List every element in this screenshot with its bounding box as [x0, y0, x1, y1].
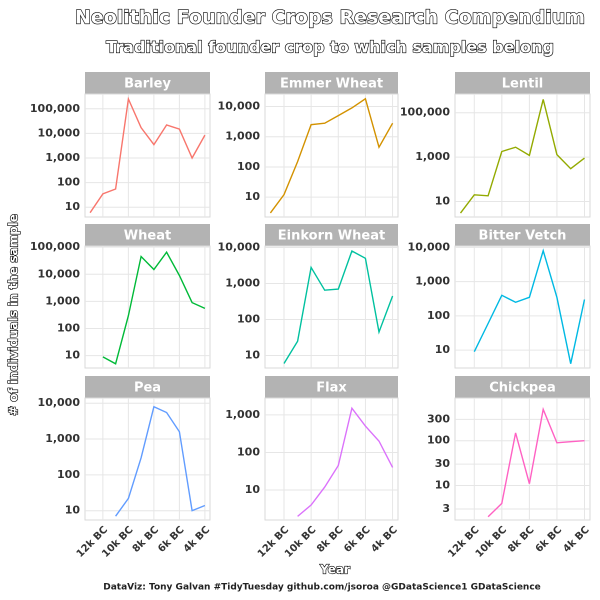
- y-tick-label: 10: [245, 483, 261, 496]
- y-tick-label: 10,000: [218, 240, 261, 253]
- y-tick-label: 1,000: [45, 432, 80, 445]
- x-tick-label: 6k BC: [342, 524, 372, 554]
- x-tick-label: 8k BC: [315, 524, 345, 554]
- strip: [85, 376, 210, 398]
- x-tick-label: 4k BC: [561, 524, 591, 554]
- line: [487, 406, 585, 518]
- facet-title: Einkorn Wheat: [278, 229, 385, 244]
- y-tick-label: 100: [237, 160, 260, 173]
- line: [459, 99, 585, 214]
- facet-title: Bitter Vetch: [479, 229, 567, 244]
- facet-title: Wheat: [124, 229, 171, 244]
- panel: [264, 93, 399, 218]
- line: [89, 96, 206, 214]
- y-tick-label: 10,000: [218, 100, 261, 113]
- y-tick-label: 100,000: [30, 102, 80, 115]
- facet-title: Pea: [134, 381, 161, 396]
- x-axis-label: Year: [319, 563, 350, 577]
- panel: [84, 245, 211, 369]
- y-tick-label: 100: [57, 322, 80, 335]
- panel: [84, 397, 211, 521]
- y-tick-label: 100: [57, 468, 80, 481]
- panel: [84, 93, 211, 218]
- panel: [454, 93, 591, 218]
- y-tick-label: 10,000: [408, 240, 451, 253]
- facet-title: Emmer Wheat: [280, 77, 383, 92]
- y-tick-label: 100: [237, 445, 260, 458]
- strip: [265, 376, 398, 398]
- y-tick-label: 100,000: [400, 106, 450, 119]
- x-tick-label: 4k BC: [369, 524, 399, 554]
- y-tick-label: 10: [245, 349, 261, 362]
- y-tick-label: 30: [435, 457, 451, 470]
- y-tick-label: 10: [245, 190, 261, 203]
- strip: [265, 224, 398, 246]
- x-tick-label: 4k BC: [182, 524, 212, 554]
- y-tick-label: 100: [427, 309, 450, 322]
- line: [283, 249, 394, 364]
- panel: [264, 245, 399, 369]
- y-tick-label: 1,000: [415, 275, 450, 288]
- facet-title: Lentil: [502, 77, 543, 92]
- y-tick-label: 10: [65, 504, 81, 517]
- line: [473, 248, 586, 364]
- chart-title: Neolithic Founder Crops Research Compend…: [75, 7, 585, 29]
- line: [269, 97, 394, 214]
- strip: [455, 376, 590, 398]
- y-tick-label: 1,000: [225, 276, 260, 289]
- strip: [85, 72, 210, 94]
- y-tick-label: 10: [435, 343, 451, 356]
- y-tick-label: 10: [435, 194, 451, 207]
- line: [115, 405, 206, 517]
- y-tick-label: 100: [427, 434, 450, 447]
- panel: [264, 397, 399, 521]
- y-tick-label: 100,000: [30, 240, 80, 253]
- strip: [265, 72, 398, 94]
- y-tick-label: 1,000: [45, 294, 80, 307]
- x-tick-label: 6k BC: [534, 524, 564, 554]
- y-tick-label: 3: [442, 502, 450, 515]
- y-tick-label: 1,000: [415, 150, 450, 163]
- line: [297, 406, 394, 517]
- x-tick-label: 8k BC: [506, 524, 536, 554]
- strip: [455, 72, 590, 94]
- y-tick-label: 1,000: [225, 130, 260, 143]
- strip: [455, 224, 590, 246]
- y-tick-label: 10: [435, 479, 451, 492]
- y-tick-label: 10: [65, 200, 81, 213]
- line: [102, 250, 206, 365]
- y-tick-label: 10,000: [38, 126, 81, 139]
- facet-title: Flax: [316, 381, 347, 396]
- x-tick-label: 6k BC: [156, 524, 186, 554]
- y-tick-label: 10,000: [38, 396, 81, 409]
- facet-title: Barley: [124, 77, 171, 92]
- y-tick-label: 10: [65, 349, 81, 362]
- y-tick-label: 1,000: [225, 408, 260, 421]
- chart-subtitle: Traditional founder crop to which sample…: [106, 38, 554, 57]
- caption: DataViz: Tony Galvan #TidyTuesday github…: [103, 583, 541, 593]
- y-axis-label: # of individuals in the sample: [7, 214, 21, 416]
- y-tick-label: 300: [427, 412, 450, 425]
- y-tick-label: 1,000: [45, 151, 80, 164]
- x-tick-label: 8k BC: [131, 524, 161, 554]
- y-tick-label: 100: [237, 313, 260, 326]
- facet-title: Chickpea: [489, 381, 556, 396]
- y-tick-label: 100: [57, 176, 80, 189]
- strip: [85, 224, 210, 246]
- y-tick-label: 10,000: [38, 267, 81, 280]
